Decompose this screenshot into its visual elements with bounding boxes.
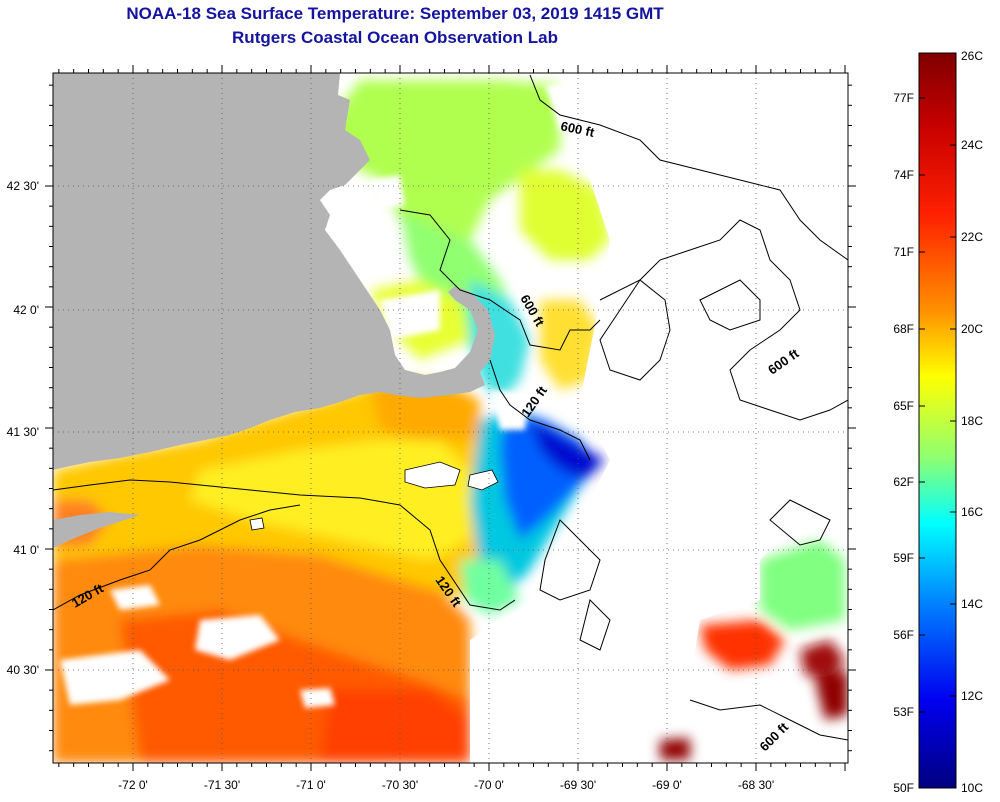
colorbar-c-label: 24C — [961, 138, 983, 152]
longitude-label: -70 30' — [382, 778, 418, 792]
data-gap — [490, 390, 530, 430]
latitude-label: 42 30' — [7, 179, 39, 193]
data-gap — [370, 175, 405, 210]
depth-contours — [53, 74, 848, 741]
colorbar-c-label: 22C — [961, 230, 983, 244]
colorbar-f-label: 59F — [893, 551, 914, 565]
title-line-2: Rutgers Coastal Ocean Observation Lab — [232, 28, 558, 47]
contour-600ft — [399, 209, 601, 351]
map-ticks — [45, 65, 856, 771]
contour-120ft — [579, 599, 611, 651]
sst-east-patch — [760, 540, 845, 630]
data-gaps — [60, 80, 610, 708]
sst-gulf-region — [520, 170, 610, 260]
longitude-label: -72 0' — [118, 778, 148, 792]
colorbar-c-label: 12C — [961, 689, 983, 703]
colorbar-f-label: 56F — [893, 628, 914, 642]
colorbar-c-label: 26C — [961, 49, 983, 63]
title-line-1: NOAA-18 Sea Surface Temperature: Septemb… — [126, 4, 664, 23]
longitude-label: -71 0' — [296, 778, 326, 792]
colorbar-f-label: 68F — [893, 322, 914, 336]
colorbar-c-label: 20C — [961, 322, 983, 336]
longitude-label: -71 30' — [204, 778, 240, 792]
sst-field — [53, 80, 848, 763]
colorbar-f-label: 71F — [893, 245, 914, 259]
data-gap — [60, 650, 170, 705]
longitude-label: -69 30' — [560, 778, 596, 792]
land-block-island — [249, 517, 265, 531]
contour-label: 600 ft — [559, 118, 596, 140]
longitude-label: -69 0' — [652, 778, 682, 792]
land-nantucket — [467, 469, 499, 491]
colorbar-c-label: 10C — [961, 781, 983, 795]
no-data-east — [470, 73, 848, 763]
contour-120ft — [489, 359, 591, 461]
colorbar-f-label: 50F — [893, 781, 914, 795]
contour-600ft — [699, 279, 761, 331]
sst-hot-region — [320, 690, 470, 763]
map-grid — [53, 73, 848, 763]
sst-gulf-region — [540, 300, 600, 390]
latitude-label: 41 30' — [7, 425, 39, 439]
data-gap — [110, 585, 160, 610]
land-marthas-vineyard — [404, 461, 461, 489]
colorbar-c-label: 18C — [961, 414, 983, 428]
colorbar-f-label: 77F — [893, 91, 914, 105]
colorbar: 77F 74F 71F 68F 65F 62F 59F 56F 53F 50F … — [893, 49, 983, 795]
contour-120ft — [539, 519, 601, 601]
latitude-label: 40 30' — [7, 663, 39, 677]
data-gap — [195, 615, 280, 660]
longitude-label: -68 30' — [738, 778, 774, 792]
colorbar-ticks — [919, 97, 956, 713]
data-gap — [300, 688, 335, 708]
colorbar-c-label: 14C — [961, 597, 983, 611]
data-gap — [380, 290, 440, 340]
sst-east-patch — [815, 670, 848, 720]
land-massachusetts — [53, 73, 485, 470]
colorbar-f-label: 65F — [893, 399, 914, 413]
land-long-island — [53, 512, 140, 548]
colorbar-c-label: 16C — [961, 505, 983, 519]
latitude-label: 41 0' — [13, 543, 39, 557]
colorbar-f-label: 74F — [893, 168, 914, 182]
sst-east-patch — [660, 738, 690, 760]
sst-shelf-region — [190, 440, 470, 560]
contour-120ft — [53, 504, 301, 611]
contour-120ft — [769, 499, 831, 546]
sst-east-patch — [700, 620, 785, 670]
sst-cold-region — [500, 410, 600, 540]
contour-600ft — [599, 279, 671, 381]
sst-cool-region — [460, 560, 520, 615]
colorbar-f-label: 62F — [893, 475, 914, 489]
sst-gulf-region — [330, 80, 560, 240]
contour-600ft — [599, 219, 848, 421]
land-cape-cod — [448, 286, 495, 372]
contour-600ft — [529, 74, 848, 261]
longitude-label: -70 0' — [474, 778, 504, 792]
sst-cold-region — [530, 420, 605, 480]
map-content: 600 ft 600 ft 600 ft 600 ft 120 ft 120 f… — [53, 73, 848, 763]
map-frame — [52, 72, 849, 764]
latitude-label: 42 0' — [13, 303, 39, 317]
colorbar-f-label: 53F — [893, 705, 914, 719]
contour-120ft — [53, 479, 516, 611]
contour-120ft — [689, 699, 848, 741]
